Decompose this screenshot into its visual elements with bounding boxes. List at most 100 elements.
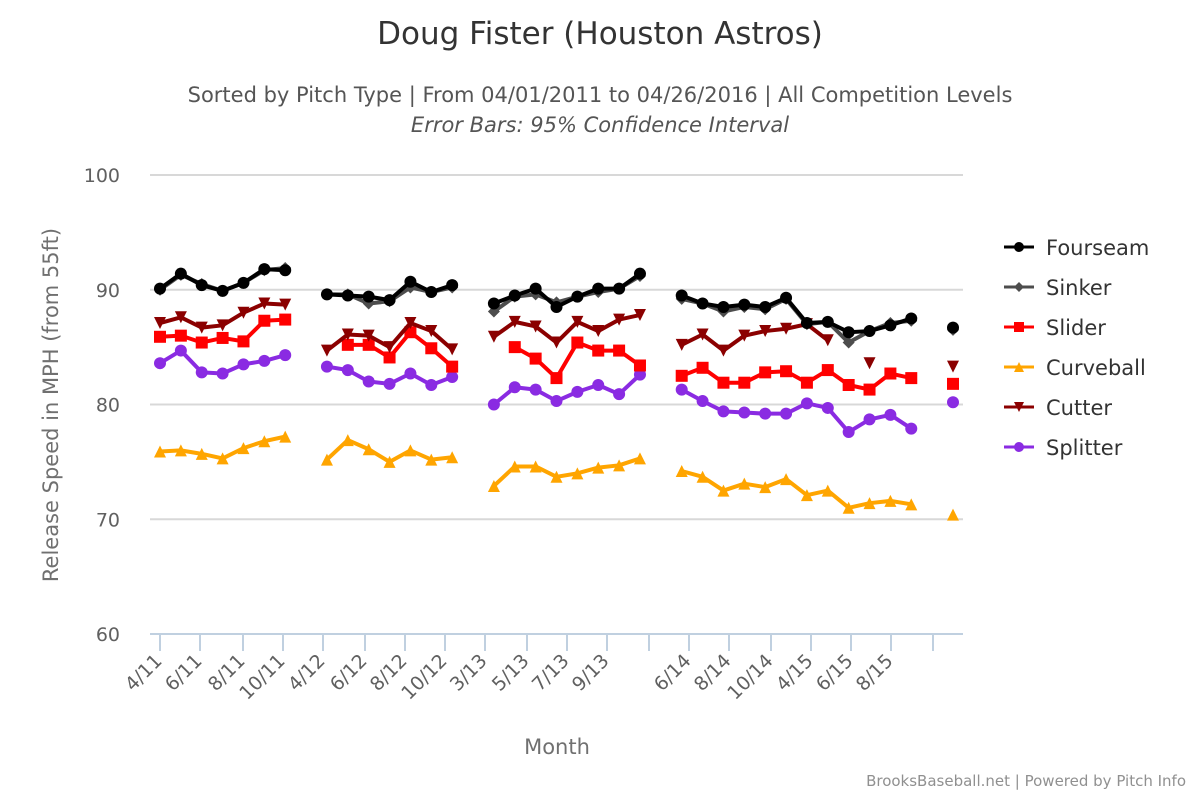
data-point xyxy=(592,344,605,357)
legend-label: Cutter xyxy=(1046,396,1112,420)
data-point xyxy=(633,452,646,465)
x-axis-title: Month xyxy=(524,735,590,759)
data-point xyxy=(571,385,584,398)
data-point xyxy=(842,501,855,514)
legend-marker-icon xyxy=(1014,442,1024,452)
data-point xyxy=(675,369,688,382)
series-curveball xyxy=(154,430,959,521)
data-point xyxy=(508,460,521,473)
y-tick-label: 90 xyxy=(96,280,120,302)
legend-marker-icon xyxy=(1014,402,1024,412)
data-point xyxy=(195,336,208,349)
data-point xyxy=(696,395,709,408)
data-point xyxy=(592,282,605,295)
data-point xyxy=(592,461,605,474)
data-point xyxy=(800,397,813,410)
series-line xyxy=(492,313,641,345)
x-tick-label: 10/14 xyxy=(723,650,777,704)
data-point xyxy=(696,297,709,310)
x-tick-label: 10/12 xyxy=(397,650,451,704)
data-point xyxy=(759,300,772,313)
legend-item-slider[interactable]: Slider xyxy=(1004,316,1106,340)
data-point xyxy=(675,383,688,396)
legend-marker-icon xyxy=(1014,242,1024,252)
y-tick-label: 80 xyxy=(96,395,120,417)
legend-item-splitter[interactable]: Splitter xyxy=(1004,436,1123,460)
series-slider xyxy=(154,313,959,396)
legend-marker-icon xyxy=(1014,282,1024,292)
chart-subtitle: Sorted by Pitch Type | From 04/01/2011 t… xyxy=(187,83,1013,107)
data-point xyxy=(216,367,229,380)
data-point xyxy=(320,360,333,373)
data-point xyxy=(821,401,834,414)
data-point xyxy=(738,329,751,342)
legend-item-fourseam[interactable]: Fourseam xyxy=(1004,236,1149,260)
data-point xyxy=(717,376,730,389)
data-point xyxy=(487,398,500,411)
data-point xyxy=(863,325,876,338)
legend-label: Slider xyxy=(1046,316,1106,340)
y-tick-label: 70 xyxy=(96,509,120,531)
data-point xyxy=(154,330,166,343)
x-tick-label: 4/12 xyxy=(284,650,330,696)
data-point xyxy=(154,445,166,458)
data-point xyxy=(884,319,897,332)
data-point xyxy=(383,351,396,364)
data-point xyxy=(383,455,396,468)
series-line xyxy=(681,469,912,510)
data-point xyxy=(550,395,563,408)
data-point xyxy=(195,366,208,379)
legend-item-sinker[interactable]: Sinker xyxy=(1004,276,1112,300)
legend-item-curveball[interactable]: Curveball xyxy=(1004,356,1146,380)
data-point xyxy=(717,484,730,497)
data-point xyxy=(884,367,897,380)
legend: Fourseam Sinker Slider Curveball Cutter Split… xyxy=(1004,236,1149,460)
series-group xyxy=(154,261,959,521)
data-point xyxy=(237,442,250,455)
data-point xyxy=(341,338,354,351)
data-point xyxy=(613,313,626,326)
x-tick-label: 10/11 xyxy=(235,650,289,704)
data-point xyxy=(947,360,959,373)
credits[interactable]: BrooksBaseball.net | Powered by Pitch In… xyxy=(866,772,1186,790)
legend-marker-icon xyxy=(1014,322,1024,332)
chart-subtitle-error-bars: Error Bars: 95% Confidence Interval xyxy=(410,113,790,137)
x-axis: 4/116/118/1110/114/126/128/1210/123/135/… xyxy=(121,633,963,704)
data-point xyxy=(947,377,959,390)
data-point xyxy=(780,407,793,420)
data-point xyxy=(279,313,292,326)
data-point xyxy=(383,294,396,307)
series-line xyxy=(680,387,913,435)
data-point xyxy=(696,328,709,341)
data-point xyxy=(863,357,876,370)
data-point xyxy=(446,279,459,292)
x-tick-label: 6/15 xyxy=(812,650,858,696)
data-point xyxy=(362,329,375,342)
data-point xyxy=(738,298,751,311)
data-point xyxy=(320,453,333,466)
data-point xyxy=(425,342,438,355)
legend-item-cutter[interactable]: Cutter xyxy=(1004,396,1112,420)
data-point xyxy=(717,405,730,418)
data-point xyxy=(487,479,500,492)
data-point xyxy=(717,300,730,313)
data-point xyxy=(947,396,959,409)
data-point xyxy=(759,481,772,494)
data-point xyxy=(550,300,563,313)
data-point xyxy=(800,317,813,330)
y-tick-label: 60 xyxy=(96,624,120,646)
data-point xyxy=(947,321,959,334)
data-point xyxy=(154,357,166,370)
series-splitter xyxy=(154,344,959,439)
chart-title: Doug Fister (Houston Astros) xyxy=(377,16,823,52)
data-point xyxy=(696,361,709,374)
data-point xyxy=(842,326,855,339)
data-point xyxy=(237,306,250,319)
data-point xyxy=(341,434,354,447)
series-line xyxy=(680,365,912,392)
x-tick-label: 9/13 xyxy=(568,650,614,696)
data-point xyxy=(341,289,354,302)
data-point xyxy=(237,276,250,289)
data-point xyxy=(237,358,250,371)
data-point xyxy=(446,370,459,383)
